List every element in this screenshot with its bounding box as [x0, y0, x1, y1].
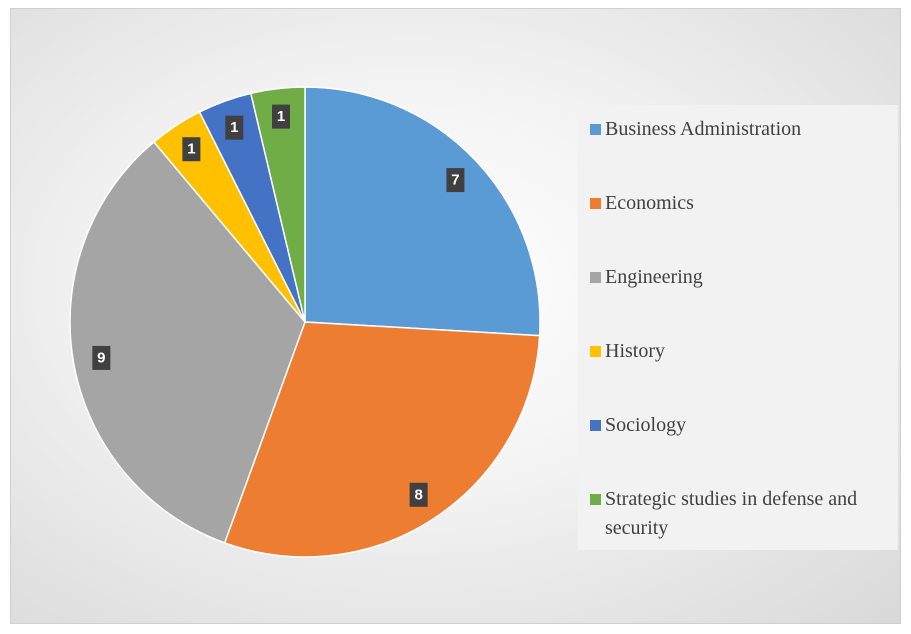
data-label-box: [409, 482, 428, 507]
legend-entry: Business Administration: [590, 115, 886, 144]
data-label: 1: [230, 119, 238, 136]
data-label-box: [271, 104, 290, 129]
legend-entry: Sociology: [590, 411, 886, 440]
legend-label: Business Administration: [605, 118, 802, 140]
legend-entry: Economics: [590, 189, 886, 218]
data-label: 1: [187, 141, 195, 158]
data-label-box: [92, 345, 111, 370]
data-label-box: [225, 115, 244, 140]
data-label: 9: [97, 349, 105, 366]
legend-label: Strategic studies in defense and securit…: [605, 488, 858, 539]
data-label-box: [182, 137, 201, 162]
legend-label: Sociology: [605, 414, 687, 436]
legend-label: History: [605, 340, 665, 362]
data-label: 1: [277, 108, 285, 125]
legend: Business Administration Economics Engineer…: [578, 105, 898, 550]
legend-swatch: [590, 420, 601, 431]
pie-slice: [69, 140, 306, 544]
legend-swatch: [590, 346, 601, 357]
legend-entry: Strategic studies in defense and securit…: [590, 485, 886, 543]
data-label: 7: [451, 172, 459, 189]
legend-swatch: [590, 198, 601, 209]
legend-swatch: [590, 272, 601, 283]
pie-slice: [304, 86, 541, 337]
legend-swatch: [590, 124, 601, 135]
data-label-box: [446, 168, 465, 193]
legend-entry: Engineering: [590, 263, 886, 292]
pie-slice: [223, 321, 541, 558]
legend-swatch: [590, 494, 601, 505]
data-label: 8: [414, 486, 422, 503]
legend-label: Engineering: [605, 266, 703, 288]
legend-label: Economics: [605, 192, 694, 214]
pie-slice: [249, 86, 306, 323]
legend-entry: History: [590, 337, 886, 366]
